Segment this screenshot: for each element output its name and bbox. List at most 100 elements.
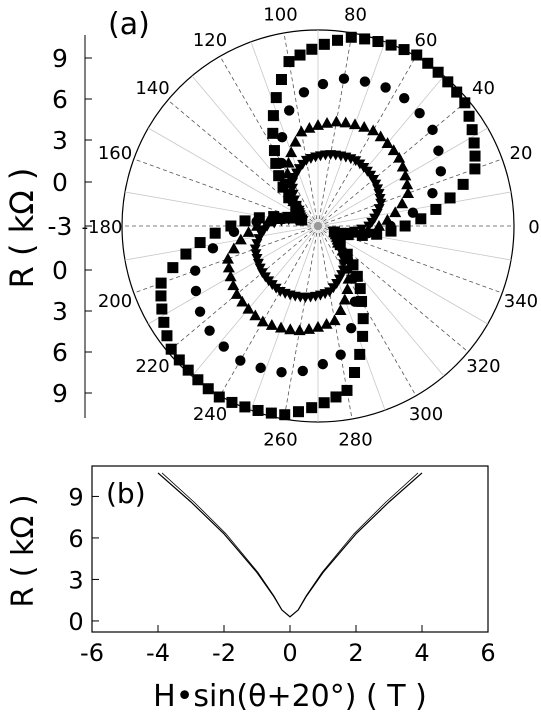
- triangle-marker: [339, 116, 352, 128]
- circle-marker: [380, 82, 391, 93]
- square-marker: [463, 110, 475, 122]
- triangle-marker: [387, 144, 400, 156]
- spoke: [317, 56, 417, 227]
- triangle-marker: [275, 321, 288, 333]
- x-tick-label: -6: [80, 639, 104, 667]
- line-panel: -6 -4 -2 0 2 4 6 0 3 6 9 (b) R ( kΩ ) H•sin(θ+20°)…: [6, 465, 496, 714]
- circle-marker: [228, 226, 240, 238]
- circle-marker: [359, 76, 371, 87]
- triangle-marker: [372, 220, 385, 231]
- square-marker: [279, 409, 291, 421]
- triangle-marker: [224, 270, 237, 282]
- circle-marker: [207, 243, 219, 254]
- inverted-triangle-marker: [287, 183, 299, 194]
- square-marker: [268, 145, 280, 157]
- spoke: [133, 158, 319, 227]
- square-marker: [270, 157, 282, 169]
- spoke: [317, 41, 386, 227]
- angle-tick-label: 160: [98, 143, 132, 164]
- polar-spokes: [122, 30, 514, 422]
- square-marker: [270, 92, 282, 104]
- circle-marker: [317, 78, 329, 90]
- radial-tick-label: 3: [52, 297, 68, 326]
- square-marker: [173, 354, 185, 366]
- triangle-marker: [227, 279, 240, 291]
- square-marker: [194, 237, 206, 249]
- square-marker: [267, 110, 279, 122]
- square-marker: [330, 391, 342, 403]
- line-series: [157, 472, 423, 618]
- triangle-marker: [236, 295, 249, 307]
- square-marker: [385, 39, 397, 51]
- triangle-marker: [293, 324, 306, 336]
- square-marker: [161, 330, 173, 342]
- x-tick-label: 0: [282, 639, 297, 667]
- triangle-marker: [234, 233, 247, 245]
- angle-tick-label: 280: [338, 430, 372, 451]
- spoke: [124, 225, 319, 261]
- circle-marker: [317, 358, 329, 370]
- square-marker: [275, 73, 287, 85]
- spoke: [148, 127, 319, 227]
- inverted-triangle-marker: [268, 218, 280, 229]
- inverted-triangle-marker: [374, 193, 386, 204]
- triangle-marker: [256, 315, 269, 327]
- square-marker: [356, 229, 368, 241]
- circle-marker: [407, 207, 419, 218]
- inverted-triangle-marker: [288, 195, 300, 206]
- triangle-marker: [393, 151, 406, 163]
- square-marker: [469, 163, 481, 175]
- triangle-marker: [381, 213, 394, 225]
- square-marker: [415, 213, 427, 225]
- inverted-triangle-marker: [356, 224, 368, 235]
- inverted-triangle-marker: [375, 198, 387, 209]
- x-tick-label: -2: [212, 639, 236, 667]
- inverted-triangle-marker: [337, 265, 349, 276]
- square-marker: [156, 303, 168, 315]
- square-marker: [292, 406, 304, 418]
- circle-marker: [276, 131, 288, 143]
- triangle-marker: [389, 206, 402, 218]
- triangle-marker: [242, 302, 255, 314]
- square-marker: [283, 56, 295, 68]
- circle-marker: [235, 355, 246, 366]
- spoke: [167, 99, 319, 227]
- triangle-marker: [341, 283, 354, 294]
- circle-marker: [218, 341, 229, 352]
- spoke: [317, 225, 417, 396]
- radial-tick-label: -3: [48, 212, 73, 241]
- radial-ticks: 9 6 3 0 -3 0 3 6 9: [48, 44, 92, 408]
- square-marker: [209, 227, 221, 239]
- triangle-marker: [295, 125, 308, 137]
- angle-labels: 0 20 40 60 80 100 120 140 160 -180 200 220 240 260 280…: [82, 4, 540, 450]
- square-marker: [192, 374, 204, 386]
- square-marker: [155, 290, 167, 302]
- panel-b-label: (b): [106, 477, 146, 510]
- square-marker: [430, 203, 442, 215]
- square-marker: [318, 38, 330, 50]
- square-marker: [332, 34, 344, 46]
- angle-tick-label: 260: [263, 430, 297, 451]
- radial-tick-label: 9: [52, 44, 68, 73]
- triangle-marker: [338, 293, 351, 305]
- triangle-marker: [381, 137, 394, 148]
- triangle-marker: [348, 118, 361, 130]
- square-marker: [442, 76, 454, 88]
- inverted-triangle-marker: [287, 189, 299, 200]
- triangle-marker: [249, 309, 262, 321]
- square-marker: [180, 248, 192, 260]
- triangle-marker: [303, 122, 316, 133]
- circle-marker: [338, 73, 350, 84]
- square-marker: [357, 330, 369, 342]
- triangle-marker: [330, 115, 343, 127]
- spoke: [283, 225, 319, 420]
- triangle-marker: [242, 226, 255, 237]
- circle-marker: [335, 349, 346, 360]
- spoke: [317, 225, 488, 325]
- triangle-marker: [367, 124, 380, 136]
- inverted-triangle-marker: [297, 216, 309, 227]
- spoke: [219, 56, 319, 227]
- spoke: [317, 225, 503, 294]
- triangle-marker: [334, 304, 347, 315]
